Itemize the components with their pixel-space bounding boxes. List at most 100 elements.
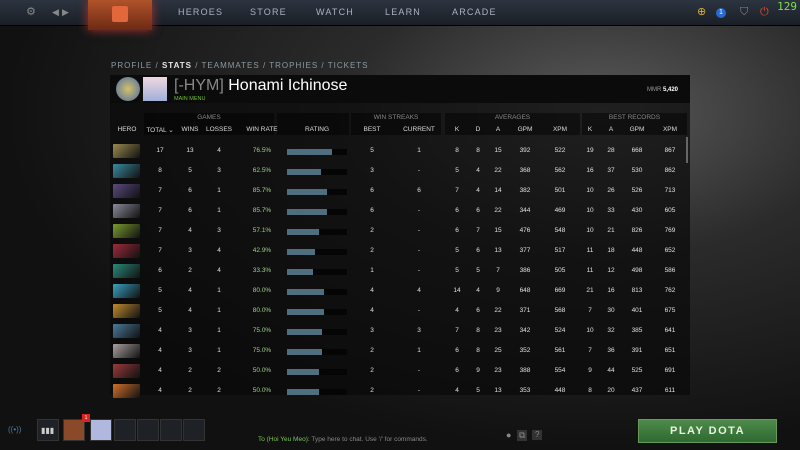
connection-icon[interactable]: ((•)) [8, 426, 22, 434]
column-header-current-streak[interactable]: CURRENT [403, 126, 435, 133]
avatar[interactable] [143, 77, 167, 101]
column-header-wins[interactable]: WINS [181, 126, 199, 133]
column-header-avg-assists[interactable]: A [495, 126, 501, 133]
hero-portrait[interactable] [113, 184, 140, 198]
party-slot-empty[interactable] [160, 419, 182, 441]
main-menu-link[interactable]: MAIN MENU [174, 96, 206, 102]
table-row[interactable]: 7 6 1 85.7% 6 - 6 6 22 344 469 10 33 430 605 [110, 203, 680, 221]
party-slot-empty[interactable] [137, 419, 159, 441]
cell-best-gpm: 525 [631, 367, 643, 374]
gear-icon[interactable]: ⚙ [26, 6, 36, 18]
table-row[interactable]: 17 13 4 76.5% 5 1 8 8 15 392 522 19 28 668 867 [110, 143, 680, 161]
help-button[interactable]: ? [532, 430, 543, 440]
table-row[interactable]: 4 3 1 75.0% 3 3 7 8 23 342 524 10 32 385 641 [110, 323, 680, 341]
cell-best-streak: 2 [370, 367, 374, 374]
group-win-streaks: WIN STREAKS [373, 114, 419, 121]
hero-portrait[interactable] [113, 244, 140, 258]
tab-tickets[interactable]: TICKETS [327, 61, 369, 70]
nav-heroes[interactable]: HEROES [178, 7, 224, 17]
nav-store[interactable]: STORE [250, 7, 287, 17]
hero-portrait[interactable] [113, 264, 140, 278]
emoji-icon[interactable]: ● [506, 430, 512, 440]
column-header-avg-kills[interactable]: K [454, 126, 460, 133]
rating-bar-fill [287, 189, 328, 195]
table-row[interactable]: 7 3 4 42.9% 2 - 5 6 13 377 517 11 18 448 652 [110, 243, 680, 261]
hero-portrait[interactable] [113, 364, 140, 378]
hero-portrait[interactable] [113, 324, 140, 338]
column-header-best-assists[interactable]: A [608, 126, 614, 133]
party-slot-empty[interactable] [183, 419, 205, 441]
cell-current-streak: 4 [417, 287, 421, 294]
notification-badge[interactable]: 1 [716, 8, 726, 18]
cell-best-streak: 4 [370, 307, 374, 314]
play-dota-button[interactable]: PLAY DOTA [638, 419, 777, 443]
hero-portrait[interactable] [113, 284, 140, 298]
table-row[interactable]: 4 3 1 75.0% 2 1 6 8 25 352 561 7 36 391 651 [110, 343, 680, 361]
table-row[interactable]: 4 2 2 50.0% 2 - 4 5 13 353 448 8 20 437 611 [110, 383, 680, 401]
cell-wins: 4 [188, 227, 192, 234]
column-header-rating[interactable]: RATING [304, 126, 330, 133]
cell-best-xpm: 586 [664, 267, 676, 274]
cell-avg-kills: 6 [455, 347, 459, 354]
party-slot-2[interactable] [90, 419, 112, 441]
cell-best-xpm: 641 [664, 327, 676, 334]
hero-portrait[interactable] [113, 164, 140, 178]
cell-best-kills: 10 [586, 187, 594, 194]
forward-arrow-icon[interactable]: ▶ [62, 7, 69, 17]
tab-teammates[interactable]: TEAMMATES [201, 61, 260, 70]
table-row[interactable]: 5 4 1 80.0% 4 4 14 4 9 648 669 21 16 813 762 [110, 283, 680, 301]
player-name: [-HYM] Honami Ichinose [174, 77, 347, 94]
column-header-avg-gpm[interactable]: GPM [517, 126, 533, 133]
dota-logo-button[interactable] [88, 0, 152, 30]
nav-learn[interactable]: LEARN [385, 7, 422, 17]
table-row[interactable]: 7 6 1 85.7% 6 6 7 4 14 382 501 10 26 526 713 [110, 183, 680, 201]
hero-portrait[interactable] [113, 344, 140, 358]
table-row[interactable]: 8 5 3 62.5% 3 - 5 4 22 368 562 16 37 530 862 [110, 163, 680, 181]
column-header-losses[interactable]: LOSSES [205, 126, 233, 133]
table-row[interactable]: 7 4 3 57.1% 2 - 6 7 15 476 548 10 21 826 769 [110, 223, 680, 241]
cell-best-assists: 12 [607, 267, 615, 274]
party-slot-1[interactable] [63, 419, 85, 441]
mmr-label: MMR [646, 87, 662, 93]
separator: / [262, 61, 267, 70]
column-header-total[interactable]: TOTAL ⌄ [146, 127, 174, 134]
cell-avg-assists: 22 [494, 207, 502, 214]
hero-portrait[interactable] [113, 224, 140, 238]
back-arrow-icon[interactable]: ◀ [52, 7, 59, 17]
chat-input[interactable]: To (Hoi Yeu Meo): Type here to chat. Use… [258, 436, 428, 443]
column-header-win-rate[interactable]: WIN RATE [246, 126, 278, 133]
cell-best-kills: 7 [588, 307, 592, 314]
column-header-best-kills[interactable]: K [587, 126, 593, 133]
table-row[interactable]: 4 2 2 50.0% 2 - 6 9 23 388 554 9 44 525 691 [110, 363, 680, 381]
rating-bar [287, 349, 347, 355]
party-button[interactable]: ▮▮▮ [37, 419, 59, 441]
hero-portrait[interactable] [113, 204, 140, 218]
nav-arcade[interactable]: ARCADE [452, 7, 497, 17]
shield-icon[interactable]: ⛉ [740, 6, 749, 18]
power-icon[interactable]: ⏻ [760, 6, 769, 18]
cell-avg-kills: 6 [455, 367, 459, 374]
nav-watch[interactable]: WATCH [316, 7, 354, 17]
column-header-hero[interactable]: HERO [117, 126, 137, 133]
tab-trophies[interactable]: TROPHIES [269, 61, 319, 70]
column-header-avg-deaths[interactable]: D [475, 126, 481, 133]
party-slot-empty[interactable] [114, 419, 136, 441]
column-header-best-xpm[interactable]: XPM [662, 126, 678, 133]
cell-best-streak: 4 [370, 287, 374, 294]
scrollbar[interactable] [686, 137, 688, 163]
hero-portrait[interactable] [113, 144, 140, 158]
column-header-best-gpm[interactable]: GPM [629, 126, 645, 133]
tab-stats[interactable]: STATS [161, 61, 192, 70]
column-header-avg-xpm[interactable]: XPM [552, 126, 568, 133]
column-header-best-streak[interactable]: BEST [363, 126, 381, 133]
hero-portrait[interactable] [113, 304, 140, 318]
chat-expand-icon[interactable]: ⧉ [517, 430, 528, 441]
table-row[interactable]: 6 2 4 33.3% 1 - 5 5 7 386 505 11 12 498 586 [110, 263, 680, 281]
plus-coin-icon[interactable]: ⊕ [697, 6, 707, 18]
table-row[interactable]: 5 4 1 80.0% 4 - 4 6 22 371 568 7 30 401 675 [110, 303, 680, 321]
cell-avg-xpm: 548 [554, 227, 566, 234]
hero-portrait[interactable] [113, 384, 140, 398]
cell-current-streak: - [417, 207, 421, 214]
tab-profile[interactable]: PROFILE [111, 61, 153, 70]
cell-current-streak: 1 [417, 347, 421, 354]
